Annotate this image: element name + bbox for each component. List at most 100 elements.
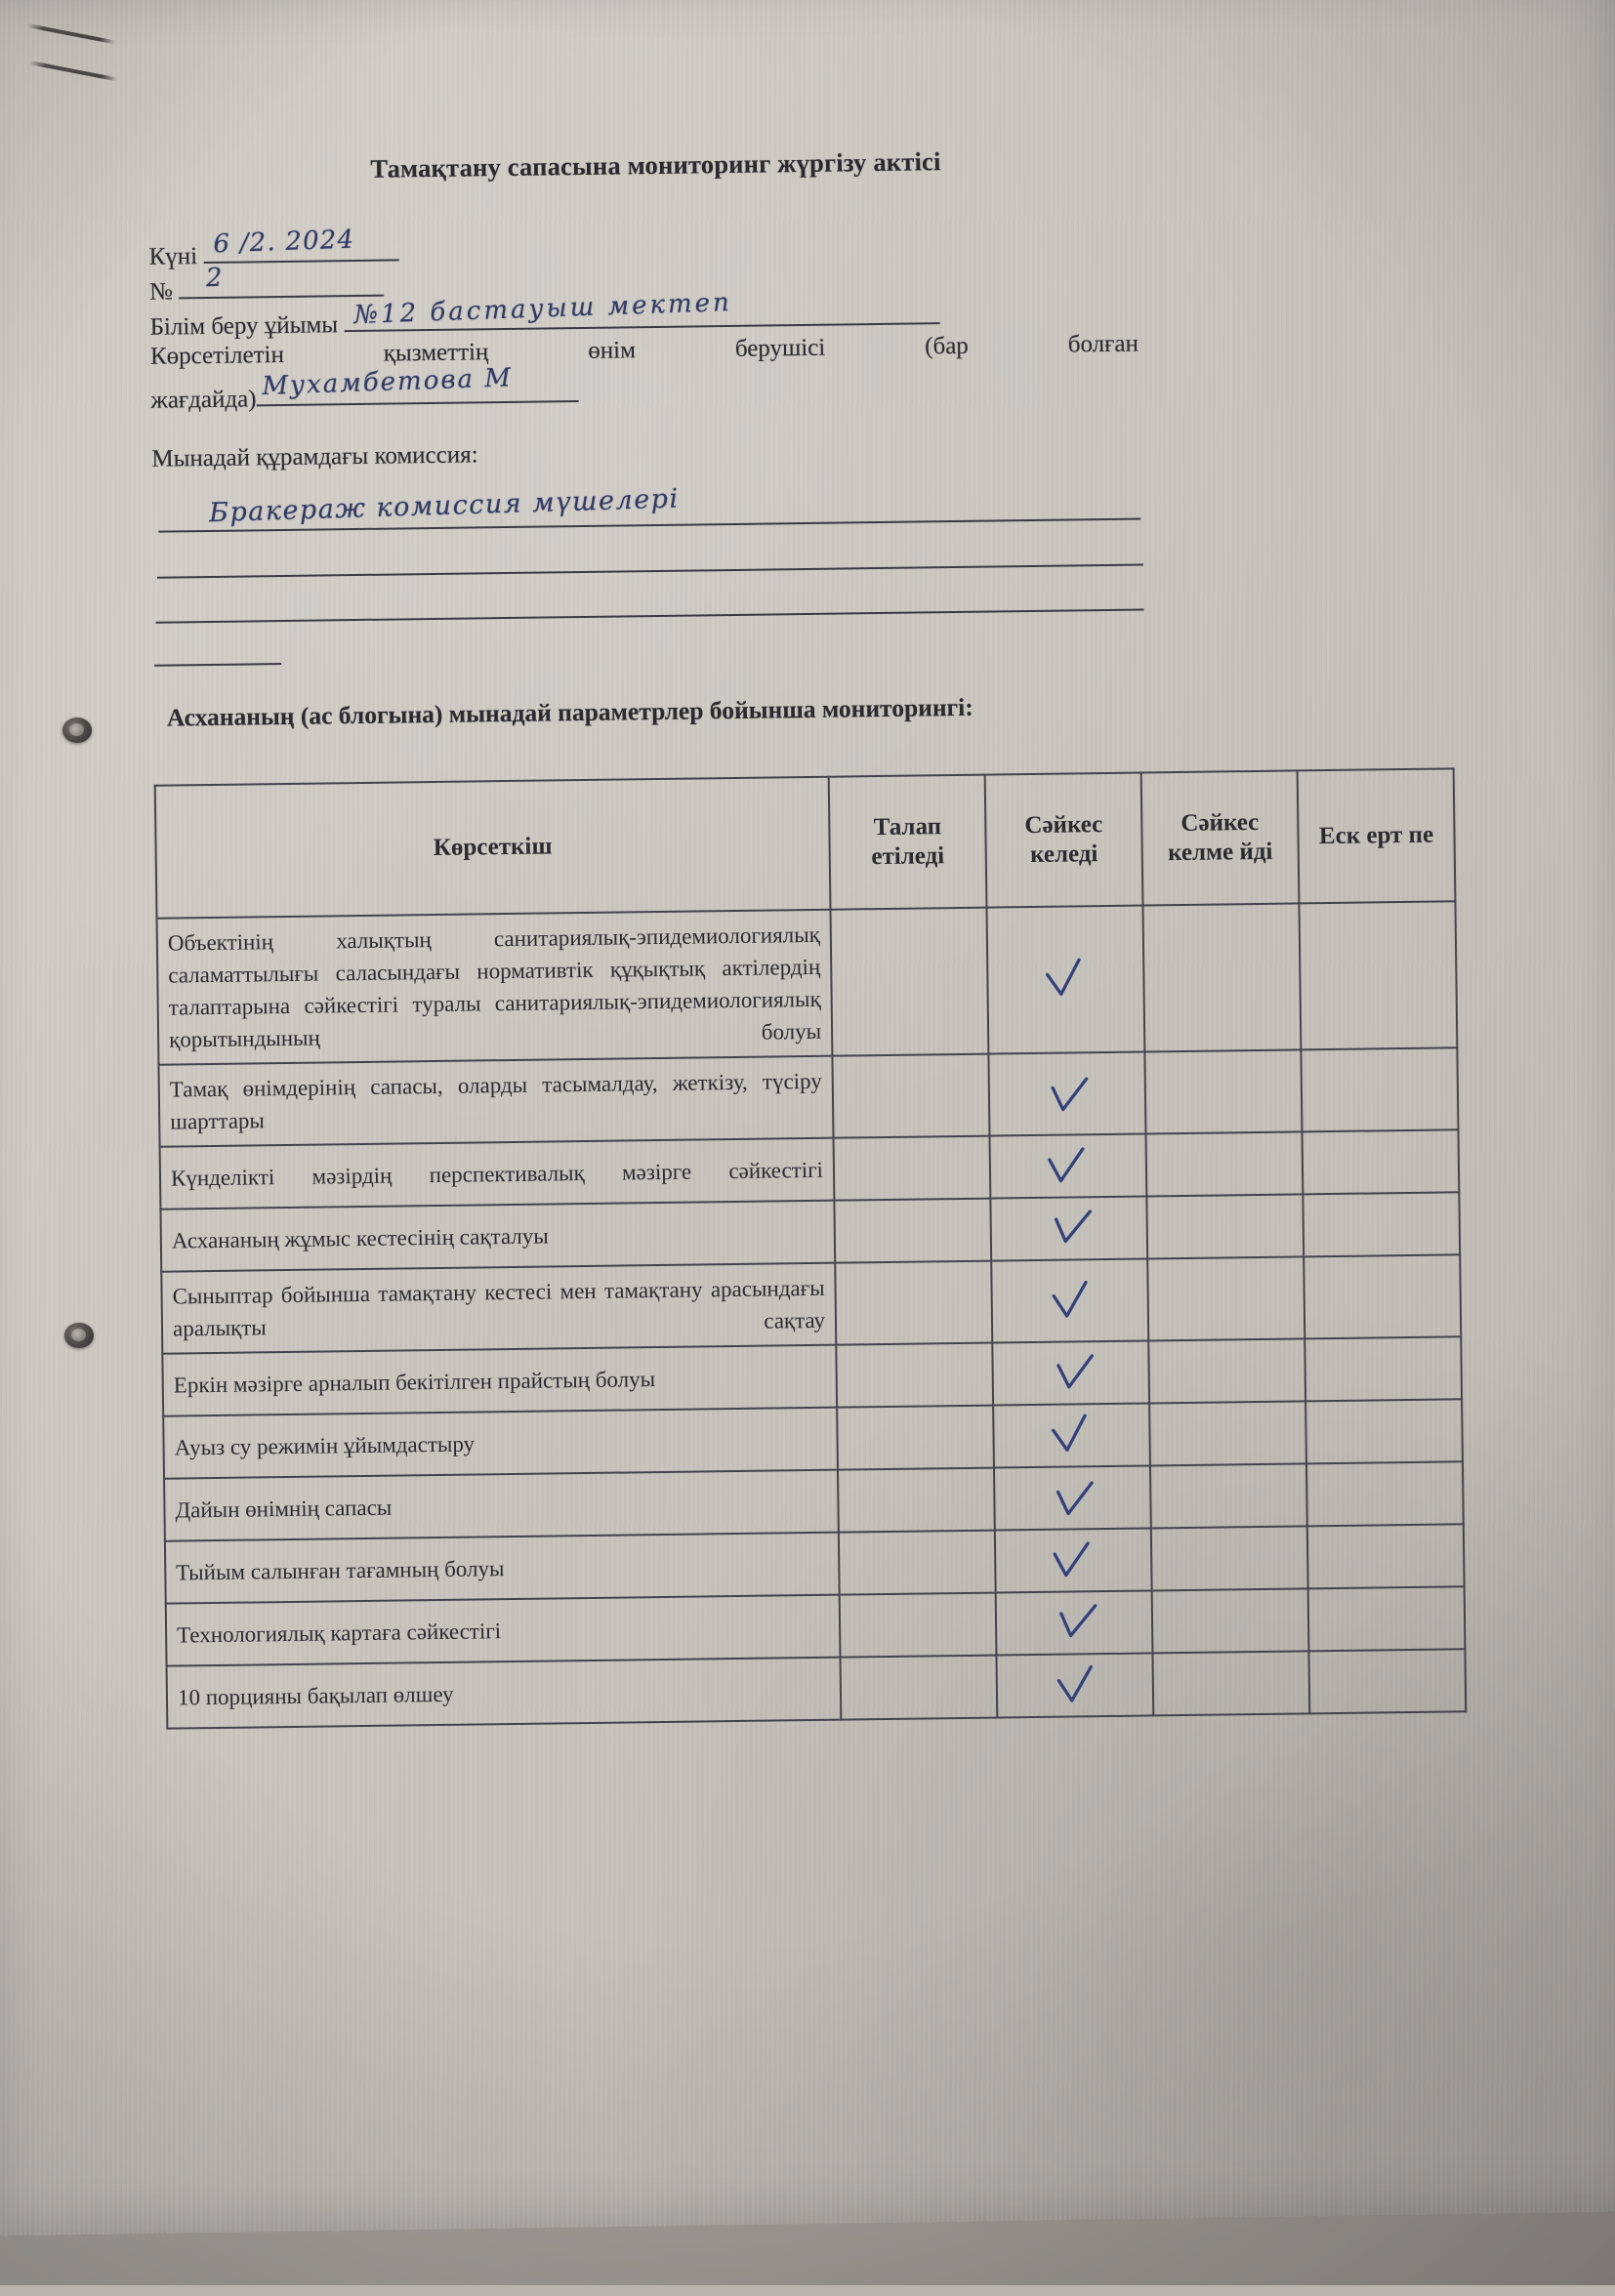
compliant-cell[interactable]: [988, 1051, 1146, 1136]
note-cell[interactable]: [1304, 1254, 1462, 1339]
compliant-cell[interactable]: [993, 1403, 1150, 1468]
note-cell[interactable]: [1308, 1649, 1467, 1714]
compliant-cell[interactable]: [986, 905, 1145, 1054]
indicator-cell: Сыныптар бойынша тамақтану кестесі мен т…: [161, 1262, 837, 1354]
required-cell[interactable]: [834, 1198, 992, 1263]
commission-handwriting: Бракераж комиссия мүшелері: [208, 483, 681, 529]
note-cell[interactable]: [1305, 1461, 1464, 1527]
checkmark-icon: [1049, 1476, 1097, 1525]
column-header-compliant: Сәйкес келеді: [984, 772, 1143, 908]
note-cell[interactable]: [1299, 901, 1458, 1050]
provider-input[interactable]: Мухамбетова М: [256, 363, 579, 407]
provider-word-3: берушісі: [734, 334, 826, 362]
commission-rule-3[interactable]: [155, 608, 1144, 624]
table-row: Тыйым салынған тағамның болуы: [164, 1524, 1465, 1604]
note-cell[interactable]: [1306, 1524, 1465, 1589]
required-cell[interactable]: [830, 907, 989, 1056]
note-cell[interactable]: [1305, 1399, 1463, 1464]
checkmark-icon: [1051, 1597, 1100, 1647]
table-row: 10 порцияны бақылап өлшеу: [166, 1649, 1467, 1729]
checkmark-icon: [1046, 1412, 1095, 1460]
non-compliant-cell[interactable]: [1152, 1651, 1310, 1716]
compliant-cell[interactable]: [992, 1340, 1150, 1406]
note-cell[interactable]: [1307, 1586, 1466, 1652]
date-handwriting: 6 /2. 2024: [212, 225, 355, 260]
indicator-cell: Технологиялық картаға сәйкестігі: [165, 1594, 841, 1666]
required-cell[interactable]: [840, 1655, 998, 1720]
checkmark-icon: [1047, 1278, 1094, 1325]
non-compliant-cell[interactable]: [1151, 1588, 1309, 1654]
checkmark-icon: [1042, 1144, 1089, 1191]
date-input[interactable]: 6 /2. 2024: [203, 226, 399, 265]
table-row: Технологиялық картаға сәйкестігі: [165, 1586, 1466, 1666]
checkmark-icon: [1046, 1203, 1096, 1252]
checkmark-icon: [1044, 1072, 1093, 1121]
required-cell[interactable]: [835, 1260, 993, 1345]
table-row: Тамақ өнімдерінің сапасы, оларды тасымал…: [158, 1047, 1459, 1147]
required-cell[interactable]: [838, 1530, 996, 1595]
required-cell[interactable]: [833, 1135, 991, 1201]
note-cell[interactable]: [1302, 1129, 1460, 1195]
indicator-cell: Асхананың жұмыс кестесінің сақталуы: [160, 1200, 836, 1272]
checkmark-icon: [1040, 956, 1089, 1004]
compliant-cell[interactable]: [989, 1133, 1147, 1199]
provider-word-2: өнім: [588, 337, 637, 364]
monitoring-heading: Асхананың (ас блогына) мынадай параметрл…: [166, 692, 973, 732]
page-title: Тамақтану сапасына мониторинг жүргізу ак…: [370, 146, 941, 184]
indicator-cell: 10 порцияны бақылап өлшеу: [166, 1657, 842, 1729]
compliant-cell[interactable]: [990, 1196, 1148, 1261]
commission-rule-4[interactable]: [154, 663, 282, 667]
non-compliant-cell[interactable]: [1148, 1338, 1306, 1404]
number-input[interactable]: 2: [178, 264, 385, 300]
column-header-required: Талап етіледі: [828, 774, 987, 910]
indicator-cell: Дайын өнімнің сапасы: [164, 1469, 839, 1541]
monitoring-table: Көрсеткіш Талап етіледі Сәйкес келеді Сә…: [154, 767, 1468, 1729]
binder-hole-lower: [64, 1323, 94, 1348]
note-cell[interactable]: [1301, 1047, 1459, 1132]
non-compliant-cell[interactable]: [1149, 1401, 1306, 1466]
compliant-cell[interactable]: [991, 1258, 1149, 1343]
non-compliant-cell[interactable]: [1144, 1049, 1303, 1134]
required-cell[interactable]: [836, 1342, 994, 1408]
compliant-cell[interactable]: [995, 1590, 1153, 1656]
required-cell[interactable]: [837, 1405, 994, 1470]
indicator-cell: Ауыз су режимін ұйымдастыру: [163, 1407, 838, 1479]
table-header-row: Көрсеткіш Талап етіледі Сәйкес келеді Сә…: [154, 768, 1456, 919]
table-row: Сыныптар бойынша тамақтану кестесі мен т…: [161, 1254, 1462, 1354]
compliant-cell[interactable]: [996, 1653, 1154, 1718]
non-compliant-cell[interactable]: [1146, 1194, 1304, 1259]
checkmark-icon: [1050, 1349, 1097, 1397]
table-row: Объектінің халықтың санитариялық-эпидеми…: [156, 901, 1458, 1065]
table-row: Дайын өнімнің сапасы: [164, 1461, 1464, 1541]
non-compliant-cell[interactable]: [1142, 903, 1302, 1052]
provider-continuation-label: жағдайда): [150, 386, 257, 414]
binder-hole-upper: [62, 718, 92, 743]
indicator-cell: Тыйым салынған тағамның болуы: [164, 1532, 840, 1604]
service-provider-block: Көрсетілетін қызметтің өнім берушісі (ба…: [150, 326, 1139, 419]
non-compliant-cell[interactable]: [1149, 1463, 1307, 1529]
column-header-indicator: Көрсеткіш: [154, 776, 831, 919]
required-cell[interactable]: [832, 1053, 990, 1138]
note-cell[interactable]: [1303, 1192, 1461, 1257]
compliant-cell[interactable]: [993, 1465, 1151, 1531]
non-compliant-cell[interactable]: [1150, 1526, 1308, 1591]
non-compliant-cell[interactable]: [1147, 1256, 1305, 1341]
organization-input[interactable]: №12 бастауыш мектеп: [344, 288, 940, 333]
monitoring-table-body: Объектінің халықтың санитариялық-эпидеми…: [156, 901, 1467, 1729]
indicator-cell: Еркін мәзірге арналып бекітілген прайсты…: [162, 1344, 838, 1416]
compliant-cell[interactable]: [994, 1528, 1152, 1593]
indicator-cell: Объектінің халықтың санитариялық-эпидеми…: [156, 909, 833, 1065]
provider-word-5: болған: [1067, 330, 1139, 358]
checkmark-icon: [1047, 1538, 1094, 1584]
required-cell[interactable]: [837, 1467, 995, 1533]
required-cell[interactable]: [839, 1592, 997, 1658]
non-compliant-cell[interactable]: [1145, 1131, 1304, 1197]
column-header-note: Еск ерт пе: [1297, 768, 1456, 904]
checkmark-icon: [1052, 1662, 1098, 1709]
table-row: Ауыз су режимін ұйымдастыру: [163, 1399, 1463, 1479]
table-row: Еркін мәзірге арналып бекітілген прайсты…: [162, 1336, 1463, 1416]
commission-rule-2[interactable]: [156, 563, 1143, 579]
note-cell[interactable]: [1304, 1336, 1463, 1402]
provider-continuation-line: жағдайда) Мухамбетова М: [150, 363, 1139, 419]
